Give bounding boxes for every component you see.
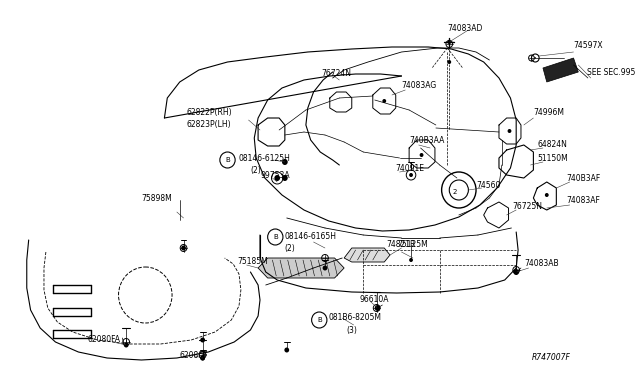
Text: 740B3AF: 740B3AF [566, 173, 600, 183]
Text: (2): (2) [250, 166, 261, 174]
Circle shape [124, 343, 129, 347]
Text: R747007F: R747007F [531, 353, 570, 362]
Text: 76724N: 76724N [321, 68, 351, 77]
Text: 74083AF: 74083AF [566, 196, 600, 205]
Text: 081B6-8205M: 081B6-8205M [329, 314, 382, 323]
Circle shape [508, 129, 511, 133]
Circle shape [284, 347, 289, 353]
Text: 74560: 74560 [476, 180, 500, 189]
Text: 74083AD: 74083AD [447, 23, 483, 32]
Circle shape [409, 173, 413, 177]
Text: B: B [225, 157, 230, 163]
Circle shape [200, 356, 205, 360]
Circle shape [513, 269, 519, 275]
Text: 75185M: 75185M [237, 257, 268, 266]
Text: 74083AG: 74083AG [401, 80, 436, 90]
Circle shape [409, 258, 413, 262]
Text: 51150M: 51150M [537, 154, 568, 163]
Text: 75125M: 75125M [397, 240, 428, 248]
Text: 62822P(RH): 62822P(RH) [186, 108, 232, 116]
Text: 75898M: 75898M [141, 193, 172, 202]
Circle shape [275, 175, 280, 181]
Circle shape [282, 175, 288, 181]
Text: 99753A: 99753A [260, 170, 290, 180]
Circle shape [181, 246, 186, 250]
Text: 62823P(LH): 62823P(LH) [186, 119, 231, 128]
Circle shape [374, 305, 380, 311]
Text: 74091E: 74091E [396, 164, 425, 173]
Text: (3): (3) [346, 326, 357, 334]
Text: 2: 2 [453, 189, 457, 195]
Text: 08146-6165H: 08146-6165H [285, 231, 337, 241]
Circle shape [447, 40, 451, 44]
Polygon shape [543, 58, 579, 82]
Text: SEE SEC.995: SEE SEC.995 [587, 67, 636, 77]
Text: (2): (2) [285, 244, 296, 253]
Circle shape [382, 99, 386, 103]
Circle shape [200, 337, 205, 343]
Text: 74996M: 74996M [533, 108, 564, 116]
Text: 74597X: 74597X [573, 41, 603, 49]
Circle shape [323, 266, 328, 270]
Polygon shape [258, 258, 344, 278]
Text: 740B3AA: 740B3AA [409, 135, 445, 144]
Circle shape [420, 153, 424, 157]
Polygon shape [344, 248, 390, 262]
Circle shape [447, 60, 451, 64]
Text: 64824N: 64824N [537, 140, 567, 148]
Text: 62080F: 62080F [180, 352, 208, 360]
Text: 08146-6125H: 08146-6125H [239, 154, 291, 163]
Circle shape [545, 193, 548, 197]
Text: 74821R: 74821R [386, 240, 415, 248]
Text: 62080FA: 62080FA [88, 336, 121, 344]
Circle shape [200, 356, 205, 360]
Circle shape [534, 57, 536, 59]
Circle shape [534, 57, 537, 60]
Text: B: B [317, 317, 322, 323]
Circle shape [282, 159, 288, 165]
Text: B: B [273, 234, 278, 240]
Text: 74083AB: 74083AB [524, 260, 559, 269]
Text: 76725N: 76725N [513, 202, 542, 211]
Text: 96610A: 96610A [360, 295, 389, 305]
